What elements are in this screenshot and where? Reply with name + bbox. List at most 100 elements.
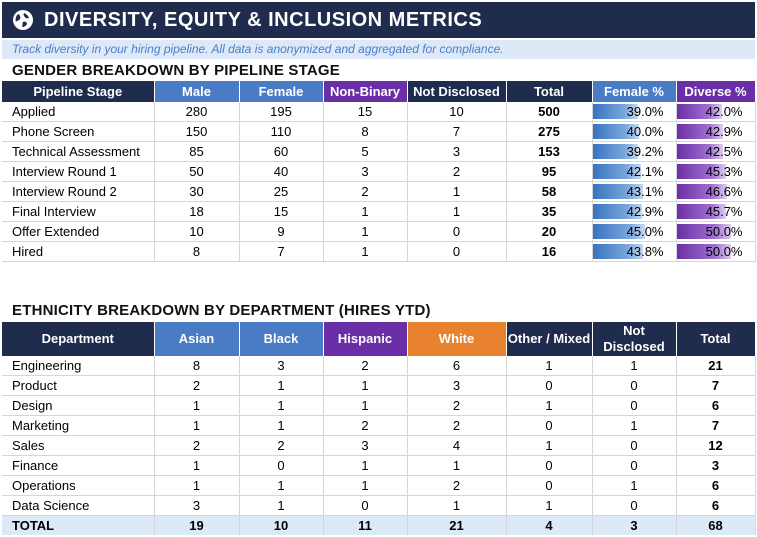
col-header-not-disclosed[interactable]: Not Disclosed: [407, 81, 507, 102]
black-cell[interactable]: 2: [239, 435, 324, 456]
total-cell[interactable]: 35: [506, 201, 593, 222]
col-header-female-pct[interactable]: Female %: [592, 81, 677, 102]
stage-cell[interactable]: Hired: [2, 241, 155, 262]
total-cell[interactable]: 275: [506, 121, 593, 142]
non-binary-cell[interactable]: 15: [323, 102, 408, 122]
total-cell[interactable]: 58: [506, 181, 593, 202]
female-pct-cell[interactable]: 39.0%: [592, 102, 677, 122]
male-cell[interactable]: 50: [154, 161, 240, 182]
total-other-cell[interactable]: 4: [506, 515, 593, 535]
white-cell[interactable]: 1: [407, 495, 507, 516]
other-cell[interactable]: 1: [506, 435, 593, 456]
stage-cell[interactable]: Final Interview: [2, 201, 155, 222]
department-cell[interactable]: Data Science: [2, 495, 155, 516]
department-cell[interactable]: Design: [2, 395, 155, 416]
female-cell[interactable]: 40: [239, 161, 324, 182]
total-cell[interactable]: 20: [506, 221, 593, 242]
asian-cell[interactable]: 3: [154, 495, 240, 516]
asian-cell[interactable]: 2: [154, 375, 240, 396]
female-pct-cell[interactable]: 43.1%: [592, 181, 677, 202]
col-header-other-mixed[interactable]: Other / Mixed: [506, 322, 593, 356]
other-cell[interactable]: 1: [506, 495, 593, 516]
male-cell[interactable]: 18: [154, 201, 240, 222]
total-cell[interactable]: 6: [676, 475, 756, 496]
not-disclosed-cell[interactable]: 7: [407, 121, 507, 142]
female-pct-cell[interactable]: 43.8%: [592, 241, 677, 262]
department-cell[interactable]: Product: [2, 375, 155, 396]
notdisclosed-cell[interactable]: 0: [592, 495, 677, 516]
hispanic-cell[interactable]: 1: [323, 395, 408, 416]
male-cell[interactable]: 10: [154, 221, 240, 242]
not-disclosed-cell[interactable]: 1: [407, 201, 507, 222]
non-binary-cell[interactable]: 1: [323, 201, 408, 222]
other-cell[interactable]: 0: [506, 475, 593, 496]
hispanic-cell[interactable]: 1: [323, 375, 408, 396]
asian-cell[interactable]: 1: [154, 395, 240, 416]
diverse-pct-cell[interactable]: 42.0%: [676, 102, 756, 122]
notdisclosed-cell[interactable]: 1: [592, 415, 677, 436]
total-cell[interactable]: 7: [676, 375, 756, 396]
total-cell[interactable]: 6: [676, 395, 756, 416]
diverse-pct-cell[interactable]: 42.9%: [676, 121, 756, 142]
diverse-pct-cell[interactable]: 45.7%: [676, 201, 756, 222]
diverse-pct-cell[interactable]: 45.3%: [676, 161, 756, 182]
female-pct-cell[interactable]: 39.2%: [592, 141, 677, 162]
black-cell[interactable]: 1: [239, 375, 324, 396]
hispanic-cell[interactable]: 1: [323, 455, 408, 476]
notdisclosed-cell[interactable]: 1: [592, 356, 677, 376]
other-cell[interactable]: 0: [506, 415, 593, 436]
total-cell[interactable]: 3: [676, 455, 756, 476]
other-cell[interactable]: 0: [506, 375, 593, 396]
non-binary-cell[interactable]: 1: [323, 221, 408, 242]
female-cell[interactable]: 110: [239, 121, 324, 142]
not-disclosed-cell[interactable]: 3: [407, 141, 507, 162]
non-binary-cell[interactable]: 1: [323, 241, 408, 262]
male-cell[interactable]: 280: [154, 102, 240, 122]
total-cell[interactable]: 16: [506, 241, 593, 262]
notdisclosed-cell[interactable]: 1: [592, 475, 677, 496]
stage-cell[interactable]: Interview Round 2: [2, 181, 155, 202]
not-disclosed-cell[interactable]: 10: [407, 102, 507, 122]
female-cell[interactable]: 195: [239, 102, 324, 122]
col-header-total[interactable]: Total: [506, 81, 593, 102]
white-cell[interactable]: 3: [407, 375, 507, 396]
other-cell[interactable]: 1: [506, 395, 593, 416]
asian-cell[interactable]: 1: [154, 475, 240, 496]
col-header-diverse-pct[interactable]: Diverse %: [676, 81, 756, 102]
total-notdisclosed-cell[interactable]: 3: [592, 515, 677, 535]
total-cell[interactable]: 7: [676, 415, 756, 436]
white-cell[interactable]: 2: [407, 475, 507, 496]
female-pct-cell[interactable]: 42.9%: [592, 201, 677, 222]
asian-cell[interactable]: 2: [154, 435, 240, 456]
stage-cell[interactable]: Technical Assessment: [2, 141, 155, 162]
diverse-pct-cell[interactable]: 42.5%: [676, 141, 756, 162]
white-cell[interactable]: 1: [407, 455, 507, 476]
black-cell[interactable]: 1: [239, 475, 324, 496]
col-header-black[interactable]: Black: [239, 322, 324, 356]
total-cell[interactable]: 500: [506, 102, 593, 122]
department-cell[interactable]: Operations: [2, 475, 155, 496]
hispanic-cell[interactable]: 0: [323, 495, 408, 516]
non-binary-cell[interactable]: 3: [323, 161, 408, 182]
col-header-not-disclosed[interactable]: Not Disclosed: [592, 322, 677, 356]
not-disclosed-cell[interactable]: 1: [407, 181, 507, 202]
stage-cell[interactable]: Phone Screen: [2, 121, 155, 142]
diverse-pct-cell[interactable]: 50.0%: [676, 241, 756, 262]
asian-cell[interactable]: 8: [154, 356, 240, 376]
stage-cell[interactable]: Offer Extended: [2, 221, 155, 242]
col-header-total[interactable]: Total: [676, 322, 756, 356]
col-header-hispanic[interactable]: Hispanic: [323, 322, 408, 356]
female-pct-cell[interactable]: 42.1%: [592, 161, 677, 182]
col-header-white[interactable]: White: [407, 322, 507, 356]
notdisclosed-cell[interactable]: 0: [592, 435, 677, 456]
hispanic-cell[interactable]: 1: [323, 475, 408, 496]
not-disclosed-cell[interactable]: 0: [407, 221, 507, 242]
department-cell[interactable]: Sales: [2, 435, 155, 456]
female-cell[interactable]: 9: [239, 221, 324, 242]
hispanic-cell[interactable]: 2: [323, 356, 408, 376]
total-cell[interactable]: 21: [676, 356, 756, 376]
non-binary-cell[interactable]: 8: [323, 121, 408, 142]
asian-cell[interactable]: 1: [154, 455, 240, 476]
total-asian-cell[interactable]: 19: [154, 515, 240, 535]
total-label-cell[interactable]: TOTAL: [2, 515, 155, 535]
